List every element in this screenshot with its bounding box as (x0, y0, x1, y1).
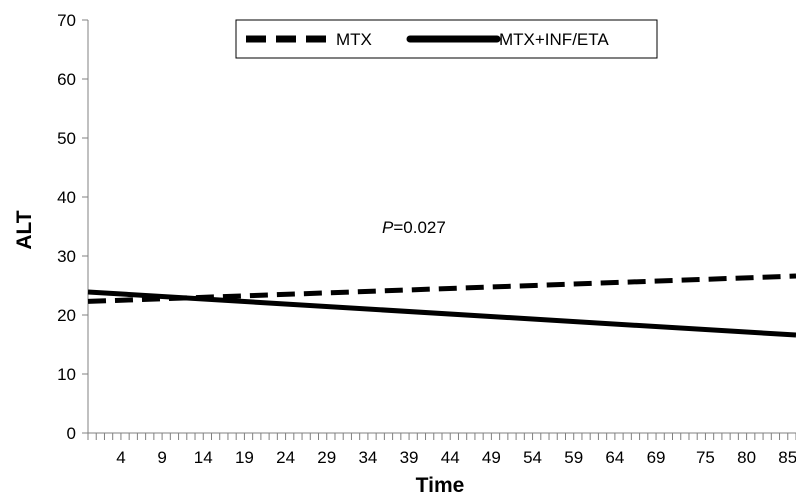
y-tick-label: 70 (57, 11, 76, 30)
p-value-italic: P (382, 218, 394, 237)
x-tick-label: 75 (696, 448, 715, 467)
y-axis: 0 10 20 30 40 50 60 70 (57, 11, 89, 443)
legend-label-mtx: MTX (336, 30, 372, 49)
x-tick-label: 24 (276, 448, 295, 467)
series-layer (87, 273, 796, 338)
legend: MTX MTX+INF/ETA (235, 19, 658, 59)
x-tick-label: 54 (523, 448, 542, 467)
p-value-rest: =0.027 (393, 218, 445, 237)
x-tick-label: 29 (317, 448, 336, 467)
x-axis-title: Time (416, 474, 465, 497)
y-axis-title: ALT (13, 210, 36, 249)
x-tick-label: 44 (441, 448, 460, 467)
x-tick-label: 14 (194, 448, 213, 467)
y-tick-label: 20 (57, 306, 76, 325)
x-tick-label: 9 (157, 448, 166, 467)
x-tick-label: 59 (564, 448, 583, 467)
y-tick-label: 60 (57, 70, 76, 89)
legend-label-mtx-inf-eta: MTX+INF/ETA (499, 30, 609, 49)
y-tick-label: 30 (57, 247, 76, 266)
p-value-annotation: P=0.027 (382, 218, 446, 237)
x-tick-label: 39 (400, 448, 419, 467)
x-tick-label: 85 (778, 448, 796, 467)
y-tick-label: 10 (57, 365, 76, 384)
x-tick-label: 64 (605, 448, 624, 467)
x-tick-label: 4 (116, 448, 125, 467)
x-tick-label: 19 (235, 448, 254, 467)
x-tick-label: 69 (647, 448, 666, 467)
x-tick-label: 34 (358, 448, 377, 467)
x-axis: 4 9 14 19 24 29 34 39 44 49 54 59 64 69 75 80 85 (87, 432, 796, 467)
y-tick-label: 40 (57, 188, 76, 207)
y-tick-label: 0 (67, 424, 76, 443)
series-line-mtx-inf-eta (87, 289, 796, 338)
x-tick-label: 49 (482, 448, 501, 467)
y-tick-label: 50 (57, 129, 76, 148)
x-tick-label: 80 (737, 448, 756, 467)
